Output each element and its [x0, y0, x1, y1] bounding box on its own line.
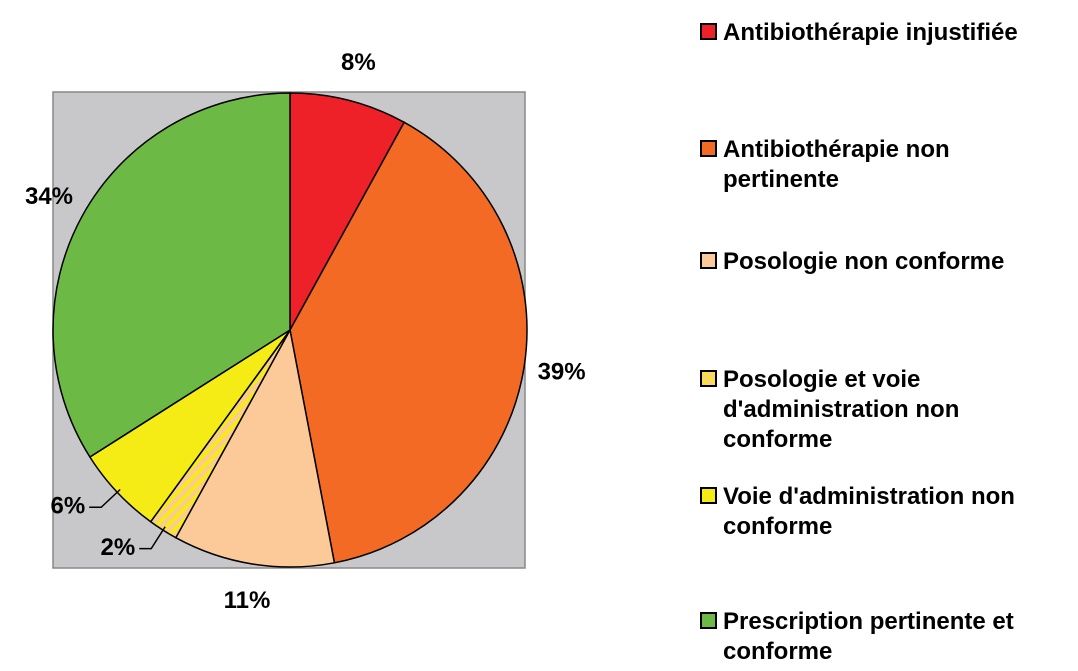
pie-slice	[52, 92, 291, 459]
data-label: 39%	[538, 358, 586, 385]
leader-line	[89, 488, 121, 509]
legend-label: Antibiothérapie injustifiée	[723, 19, 1018, 46]
legend-label: Posologie et voie d'administration non c…	[723, 366, 960, 453]
legend-swatch	[700, 370, 717, 387]
legend-item: Posologie et voie d'administration non c…	[700, 365, 1071, 455]
leader-line	[139, 526, 166, 550]
legend-swatch	[700, 487, 717, 504]
pie-slice	[174, 327, 336, 568]
legend-label: Antibiothérapie non pertinente	[723, 136, 950, 193]
legend-item: Posologie non conforme	[700, 247, 1071, 277]
legend-swatch	[700, 23, 717, 40]
legend-label: Voie d'administration non conforme	[723, 483, 1015, 540]
legend-item: Antibiothérapie injustifiée	[700, 18, 1071, 48]
pie-slice	[289, 92, 406, 331]
legend-label: Posologie non conforme	[723, 248, 1005, 275]
legend-swatch	[700, 252, 717, 269]
data-label: 34%	[25, 183, 73, 210]
legend-swatch	[700, 140, 717, 157]
pie-slice	[289, 121, 528, 564]
data-label: 11%	[224, 587, 271, 614]
data-label: 8%	[341, 49, 376, 76]
legend-item: Antibiothérapie non pertinente	[700, 135, 1071, 195]
data-label: 2%	[101, 534, 136, 561]
legend-label: Prescription pertinente et conforme	[723, 608, 1014, 665]
legend-swatch	[700, 612, 717, 629]
data-label: 6%	[51, 493, 86, 520]
legend-item: Prescription pertinente et conforme	[700, 607, 1071, 667]
legend-item: Voie d'administration non conforme	[700, 482, 1071, 542]
